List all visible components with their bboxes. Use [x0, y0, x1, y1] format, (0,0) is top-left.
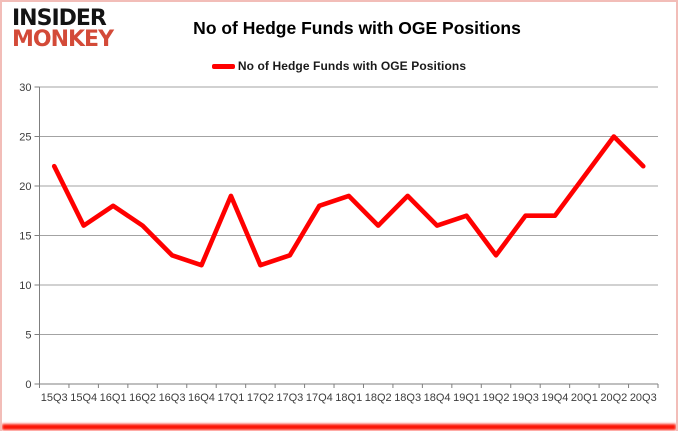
x-tick-label: 18Q2 — [365, 392, 392, 404]
y-tick-label: 15 — [19, 231, 31, 243]
x-tick-label: 19Q3 — [512, 392, 539, 404]
y-tick-label: 10 — [19, 280, 31, 292]
x-tick-label: 17Q1 — [217, 392, 244, 404]
logo-line-monkey: MONKEY — [12, 26, 114, 52]
x-tick-label: 19Q2 — [483, 392, 510, 404]
x-tick-label: 16Q1 — [100, 392, 127, 404]
y-tick-label: 25 — [19, 132, 31, 144]
x-tick-label: 18Q3 — [394, 392, 421, 404]
legend: No of Hedge Funds with OGE Positions — [2, 59, 676, 73]
x-tick-label: 17Q4 — [306, 392, 333, 404]
x-tick-label: 15Q3 — [41, 392, 68, 404]
x-tick-label: 20Q2 — [600, 392, 627, 404]
x-tick-label: 18Q1 — [335, 392, 362, 404]
y-tick-label: 5 — [25, 330, 31, 342]
x-tick-label: 16Q4 — [188, 392, 215, 404]
brand-bottom-bar — [2, 424, 676, 430]
legend-line-swatch — [211, 63, 235, 69]
chart-title: No of Hedge Funds with OGE Positions — [193, 18, 521, 38]
x-tick-label: 20Q1 — [571, 392, 598, 404]
x-tick-label: 20Q3 — [630, 392, 657, 404]
x-tick-label: 16Q3 — [159, 392, 186, 404]
x-tick-label: 18Q4 — [424, 392, 451, 404]
x-tick-label: 17Q2 — [247, 392, 274, 404]
legend-label: No of Hedge Funds with OGE Positions — [237, 59, 467, 73]
x-tick-label: 15Q4 — [70, 392, 97, 404]
x-tick-label: 19Q1 — [453, 392, 480, 404]
x-tick-label: 17Q3 — [276, 392, 303, 404]
data-series-line — [51, 134, 646, 268]
y-tick-label: 0 — [25, 379, 31, 391]
x-tick-label: 16Q2 — [129, 392, 156, 404]
x-tick-label: 19Q4 — [541, 392, 568, 404]
y-tick-label: 20 — [19, 181, 31, 193]
insider-monkey-logo: INSIDER MONKEY — [12, 6, 114, 52]
logo-line-insider: INSIDER — [12, 6, 107, 31]
y-tick-label: 30 — [19, 82, 31, 94]
